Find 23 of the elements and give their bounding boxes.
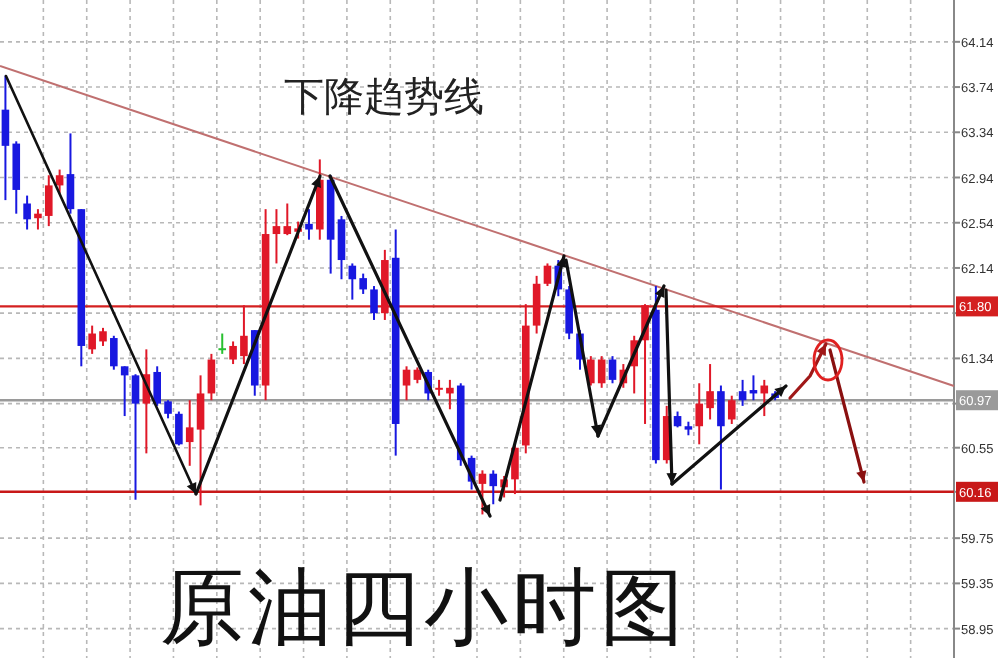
candlestick [760, 378, 769, 418]
candlestick [55, 168, 64, 195]
candlestick [727, 394, 736, 425]
candlestick [23, 194, 31, 231]
candlestick [175, 410, 183, 447]
text: 原油四小时图 [160, 560, 688, 654]
candlestick [565, 285, 573, 341]
candlestick [305, 208, 313, 241]
candlestick [738, 378, 747, 407]
candlestick [489, 469, 498, 506]
candlestick [717, 384, 725, 491]
candlestick [66, 132, 75, 215]
candlestick [207, 352, 216, 402]
candlestick [337, 214, 346, 281]
candlestick [131, 373, 140, 501]
candlestick [110, 334, 118, 371]
candlestick [218, 332, 227, 355]
candlestick [543, 262, 552, 288]
candlestick [608, 355, 617, 385]
candlestick [370, 285, 378, 321]
candlestick [120, 365, 129, 418]
candlestick [402, 365, 411, 402]
annotation: 下降趋势线 [284, 76, 484, 120]
